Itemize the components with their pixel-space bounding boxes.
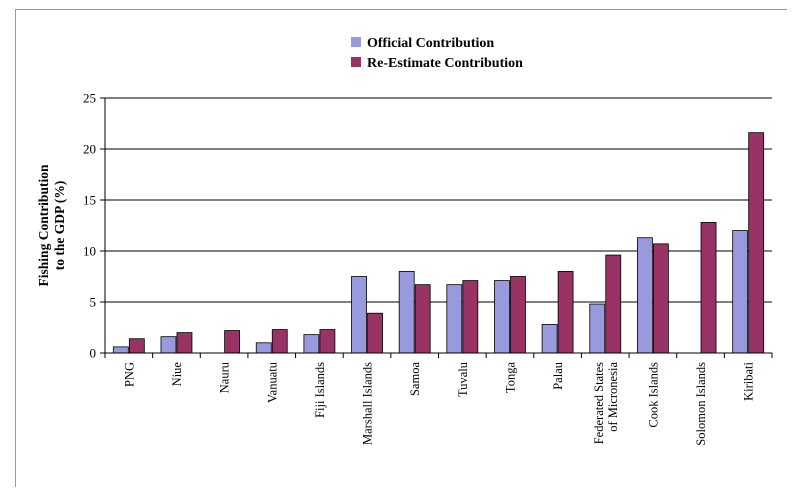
bar-re-estimate [271,329,288,354]
y-tick-label: 20 [83,142,96,157]
x-tick-label: Nauru [218,361,232,393]
legend: Official Contribution Re-Estimate Contrib… [351,36,523,71]
bar-re-estimate [557,270,574,354]
bar-re-estimate [605,254,622,354]
x-tick-label-line: Samoa [408,362,422,396]
x-tick-label-line: Fiji Islands [313,362,327,418]
legend-label-official: Official Contribution [367,36,494,51]
x-tick-label-line: of Micronesia [606,362,620,432]
x-tick-label: Cook Islands [646,362,660,428]
bar-re-estimate [414,284,431,354]
bar-official [494,280,510,354]
y-tick-label: 25 [83,91,96,106]
bar-re-estimate [128,338,145,354]
x-tick-label-line: Kiribati [742,361,756,400]
bar-re-estimate [700,222,717,354]
bar-re-estimate [176,332,193,354]
x-tick-label: Vanuatu [265,361,279,403]
x-tick-label-line: Palau [551,361,565,390]
bar-official [303,334,320,354]
x-tick-label-line: PNG [122,362,136,387]
x-tick-label-line: Tuvalu [456,361,470,397]
y-axis-label: Fishing Contributionto the GDP (%) [36,164,67,286]
y-axis-title-line: Fishing Contribution [36,164,51,286]
x-tick-label-line: Niue [170,362,184,387]
bar-chart: Official Contribution Re-Estimate Contrib… [36,36,773,446]
x-tick-label: Tonga [503,362,517,394]
bar-official [541,324,558,354]
x-tick-label: Federated Statesof Micronesia [592,362,620,445]
x-tick-label-line: Cook Islands [646,362,660,428]
bar-re-estimate [367,312,383,354]
bar-re-estimate [319,329,336,354]
bar-official [255,342,272,354]
x-tick-label-line: Federated States [592,362,606,444]
x-tick-label-line: Tonga [503,362,517,394]
y-tick-label: 15 [83,193,96,208]
bar-re-estimate [224,330,241,354]
legend-swatch-re-estimate [351,57,361,67]
x-tick-label-line: Vanuatu [265,361,279,403]
bar-official [589,303,606,354]
x-tick-labels: PNG Niue Nauru Vanuatu Fiji Islands Marshall … [104,353,773,446]
y-tick-label: 5 [90,295,97,310]
axes [104,98,772,354]
bar-re-estimate [510,276,526,354]
x-tick-label: Niue [170,362,184,387]
legend-swatch-official [351,37,361,47]
x-tick-label-line: Nauru [218,361,232,393]
x-tick-label-line: Solomon Islands [694,362,708,446]
bars [112,132,765,354]
y-tick-label: 10 [83,244,96,259]
bar-official [732,230,749,354]
x-tick-label: Marshall Islands [361,362,375,445]
x-tick-label: PNG [122,362,136,387]
chart-frame: Official Contribution Re-Estimate Contrib… [15,9,787,487]
x-tick-label: Solomon Islands [694,362,708,446]
x-tick-label: Tuvalu [456,361,470,397]
bar-official [636,237,653,354]
bar-re-estimate [462,280,479,354]
bar-official [446,284,463,354]
y-tick-label: 0 [90,346,97,361]
y-axis-title: Fishing Contributionto the GDP (%) [36,164,67,286]
bar-re-estimate [652,243,669,354]
x-tick-label-line: Marshall Islands [361,362,375,445]
bar-official [160,336,177,354]
x-tick-label: Kiribati [742,361,756,400]
x-tick-label: Fiji Islands [313,362,327,418]
legend-label-re-estimate: Re-Estimate Contribution [367,56,523,71]
x-tick-label: Samoa [408,362,422,396]
x-tick-label: Palau [551,361,565,390]
bar-official [398,270,415,354]
bar-official [351,276,367,354]
bar-re-estimate [748,132,765,354]
gridlines [105,97,772,303]
bar-official [112,346,129,354]
y-axis-title-line: to the GDP (%) [52,181,67,271]
y-tick-labels: 0 5 10 15 20 25 [83,91,105,361]
